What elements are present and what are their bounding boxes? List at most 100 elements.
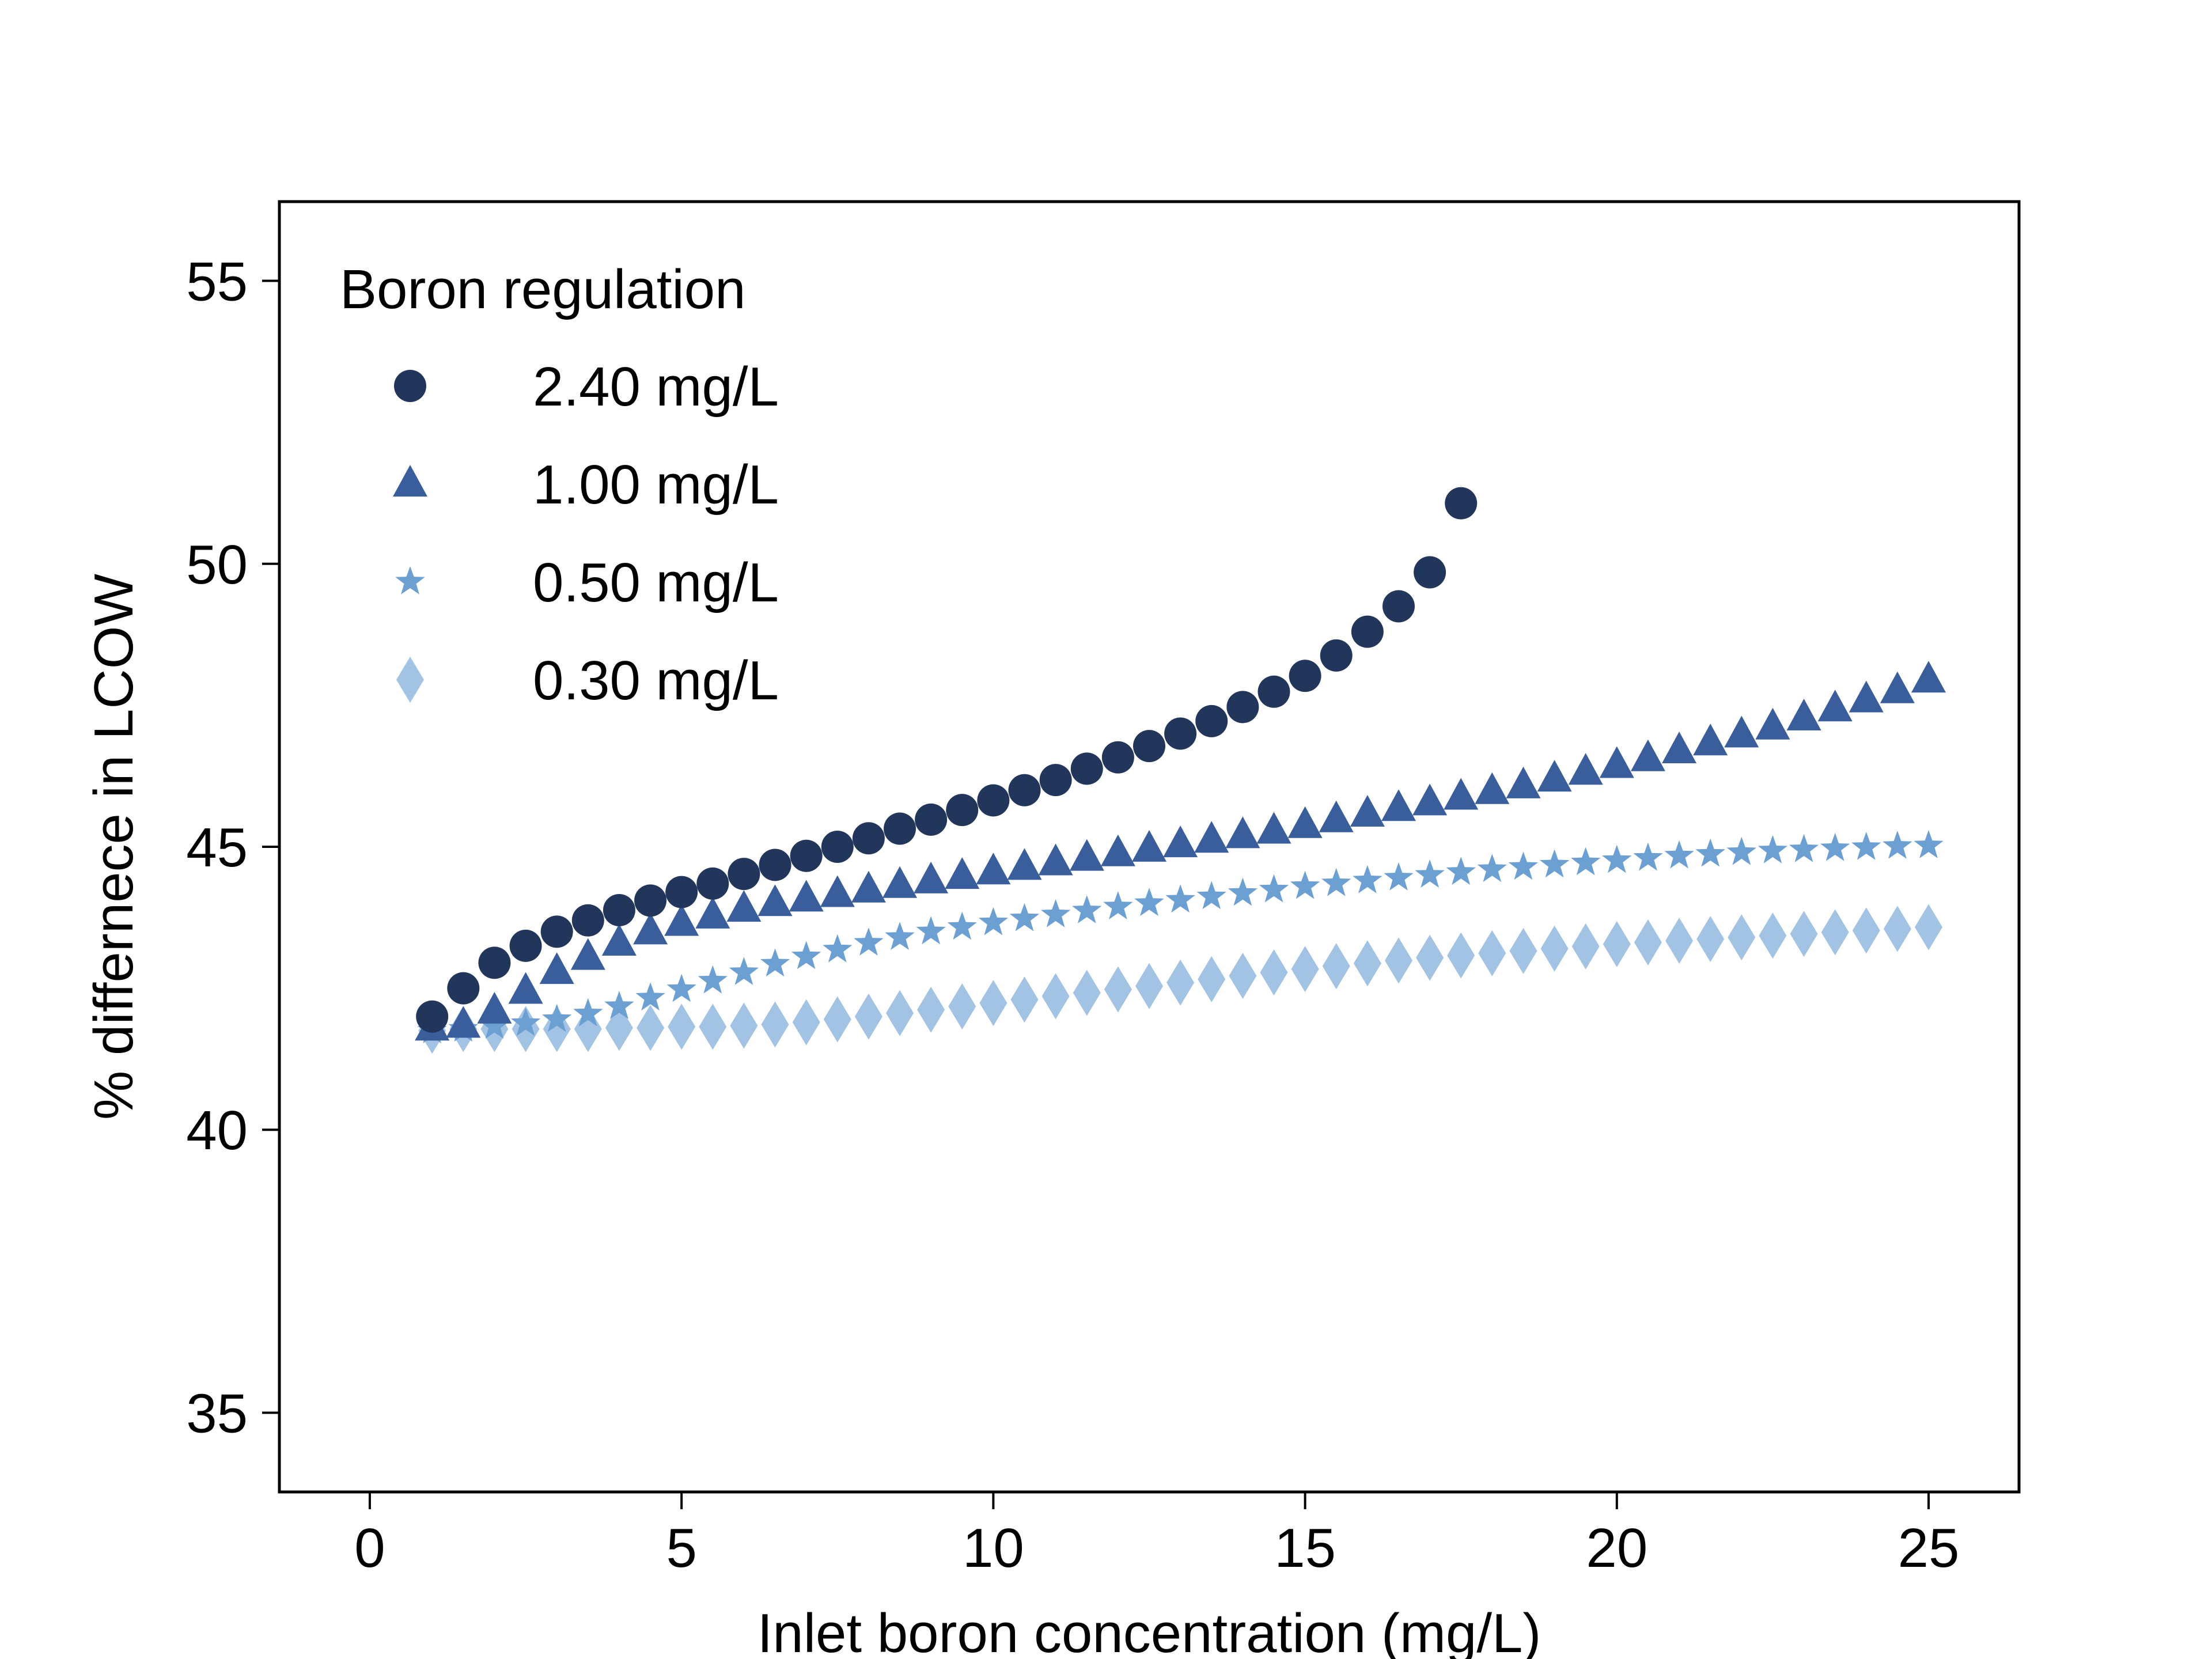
data-point-star (573, 998, 603, 1027)
data-point-star (1602, 844, 1632, 873)
data-point-triangle (1849, 680, 1884, 713)
data-point-triangle (664, 904, 699, 936)
data-point-circle (1164, 717, 1197, 750)
data-point-star (1353, 865, 1382, 893)
data-point-diamond (886, 990, 914, 1036)
data-point-triangle (446, 1006, 481, 1038)
data-point-diamond (1759, 912, 1787, 959)
x-tick-label: 5 (666, 1517, 696, 1579)
data-point-circle (915, 803, 948, 836)
data-point-star (916, 916, 946, 945)
data-point-circle (884, 812, 916, 845)
y-tick-label: 35 (186, 1382, 248, 1444)
legend-label: 2.40 mg/L (533, 356, 779, 418)
data-point-diamond (823, 996, 851, 1043)
data-point-triangle (1506, 766, 1541, 798)
data-point-diamond (1790, 911, 1818, 957)
data-point-star (1539, 849, 1570, 878)
data-point-star (1726, 836, 1756, 865)
data-point-triangle (976, 853, 1011, 885)
data-point-circle (478, 946, 511, 979)
data-point-star (1290, 870, 1320, 899)
data-point-diamond (1883, 906, 1911, 952)
data-point-triangle (1537, 760, 1572, 792)
data-point-circle (509, 929, 542, 962)
x-axis-label: Inlet boron concentration (mg/L) (757, 1603, 1541, 1659)
data-point-star (479, 1010, 510, 1039)
data-point-diamond (699, 1003, 727, 1050)
data-point-diamond (1010, 976, 1039, 1023)
data-point-triangle (1038, 843, 1073, 876)
data-point-star (729, 957, 759, 985)
data-point-star (1914, 830, 1944, 858)
y-tick-label: 45 (186, 817, 248, 878)
data-point-diamond (1634, 919, 1662, 965)
data-point-circle (416, 1000, 449, 1033)
data-point-triangle (1256, 812, 1291, 844)
data-point-triangle (633, 912, 668, 945)
data-point-star (1415, 859, 1445, 888)
data-point-triangle (695, 896, 730, 929)
data-point-star (854, 927, 884, 956)
data-point-diamond (1478, 930, 1506, 976)
data-point-circle (540, 915, 573, 948)
legend-title: Boron regulation (340, 259, 745, 320)
data-point-diamond (1104, 966, 1132, 1013)
data-point-star (1228, 877, 1257, 906)
data-point-triangle (789, 880, 824, 912)
data-point-triangle (1319, 800, 1354, 832)
data-point-circle (665, 876, 698, 908)
legend: Boron regulation 2.40 mg/L 1.00 mg/L 0.50 … (340, 259, 779, 711)
data-point-triangle (539, 952, 574, 984)
data-point-triangle (1662, 732, 1697, 763)
data-point-circle (603, 894, 635, 927)
data-point-triangle (820, 875, 855, 907)
y-tick-label: 40 (186, 1100, 248, 1161)
data-point-triangle (1225, 816, 1260, 849)
data-point-triangle (1132, 830, 1166, 862)
data-point-star (542, 1003, 572, 1032)
data-point-diamond (1291, 946, 1319, 993)
data-point-triangle (914, 861, 949, 893)
legend-marker-diamond (396, 657, 424, 703)
y-axis: 35 40 45 50 55 (186, 251, 279, 1444)
data-point-star (1103, 891, 1133, 919)
data-point-triangle (945, 857, 980, 889)
data-point-triangle (477, 991, 512, 1024)
data-point-diamond (1229, 953, 1257, 999)
data-point-star (823, 934, 853, 963)
x-tick-label: 0 (354, 1517, 385, 1579)
data-point-diamond (979, 980, 1007, 1027)
series-star (417, 830, 1944, 1044)
data-point-diamond (1135, 963, 1163, 1009)
data-point-star (1009, 903, 1040, 931)
data-point-circle (571, 904, 604, 937)
legend-marker-circle (394, 370, 426, 402)
data-point-triangle (1568, 753, 1603, 785)
data-point-circle (1382, 590, 1415, 623)
series-triangle (415, 661, 1946, 1041)
data-point-circle (1008, 774, 1041, 806)
data-point-triangle (1599, 746, 1634, 778)
data-point-diamond (948, 983, 976, 1030)
data-point-diamond (1447, 932, 1475, 979)
data-point-diamond (1073, 969, 1101, 1016)
data-point-star (1851, 832, 1881, 860)
data-point-star (1041, 899, 1071, 927)
data-point-star (1477, 854, 1507, 882)
data-point-circle (790, 839, 823, 872)
data-point-star (604, 991, 634, 1019)
data-point-circle (1039, 764, 1072, 797)
data-point-triangle (1880, 671, 1915, 703)
data-point-circle (1133, 730, 1165, 763)
series-circle (416, 487, 1478, 1033)
data-point-triangle (1817, 690, 1853, 722)
data-point-diamond (792, 999, 820, 1046)
legend-marker-triangle (393, 465, 427, 497)
data-point-triangle (1630, 739, 1665, 771)
data-point-diamond (854, 993, 882, 1040)
data-point-diamond (1665, 918, 1694, 964)
data-point-diamond (637, 1005, 665, 1051)
data-point-circle (759, 849, 791, 881)
